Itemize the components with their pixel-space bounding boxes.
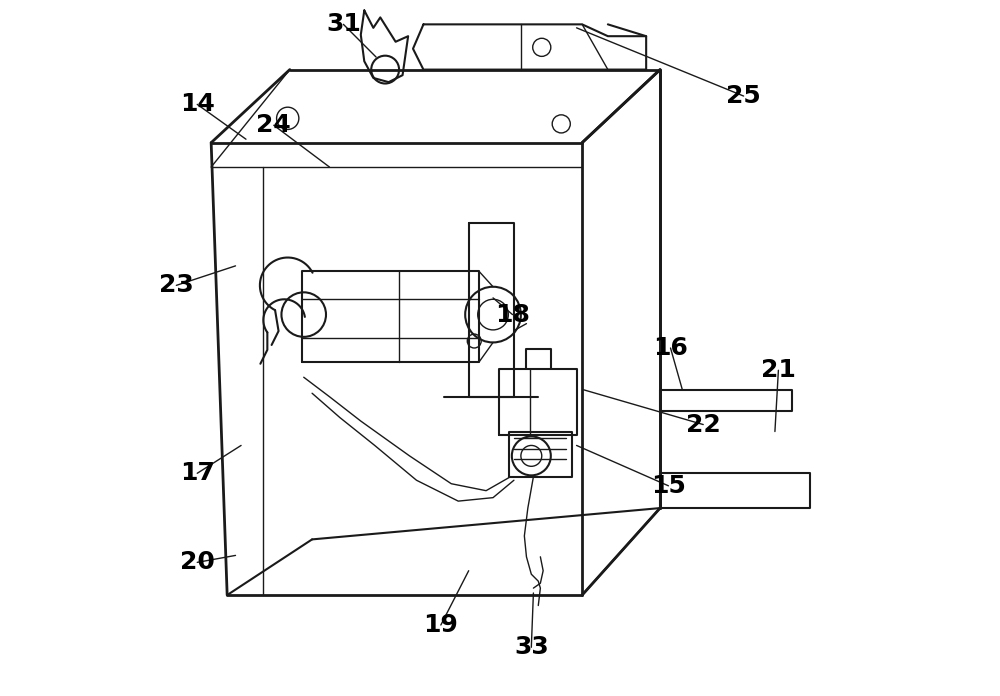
Text: 20: 20 bbox=[180, 551, 215, 574]
Text: 17: 17 bbox=[180, 461, 215, 485]
Text: 25: 25 bbox=[726, 84, 761, 108]
Text: 15: 15 bbox=[651, 474, 686, 498]
Text: 21: 21 bbox=[761, 358, 796, 382]
Text: 18: 18 bbox=[495, 303, 530, 326]
Text: 16: 16 bbox=[653, 336, 688, 360]
Text: 23: 23 bbox=[159, 274, 194, 297]
Text: 24: 24 bbox=[256, 113, 291, 137]
Text: 33: 33 bbox=[514, 635, 549, 659]
Text: 22: 22 bbox=[686, 413, 721, 436]
Text: 14: 14 bbox=[180, 93, 215, 116]
Text: 31: 31 bbox=[326, 13, 361, 36]
Text: 19: 19 bbox=[423, 613, 458, 637]
